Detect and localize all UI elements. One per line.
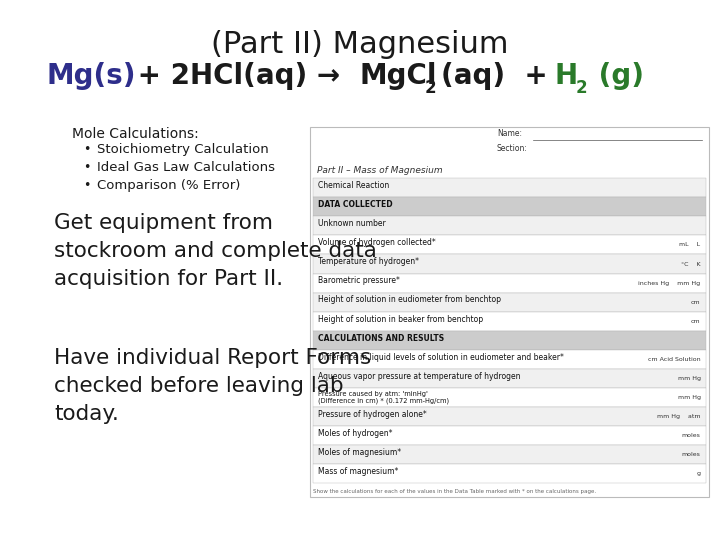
Text: 2: 2 [575, 79, 587, 97]
Text: moles: moles [682, 433, 701, 438]
Text: DATA COLLECTED: DATA COLLECTED [318, 200, 393, 209]
Text: Unknown number: Unknown number [318, 219, 386, 228]
Text: Pressure of hydrogen alone*: Pressure of hydrogen alone* [318, 410, 427, 419]
Text: Have individual Report Forms
checked before leaving lab
today.: Have individual Report Forms checked bef… [54, 348, 372, 424]
Bar [313, 445, 706, 464]
Text: mm Hg: mm Hg [678, 376, 701, 381]
Text: CALCULATIONS AND RESULTS: CALCULATIONS AND RESULTS [318, 334, 444, 342]
Text: Moles of hydrogen*: Moles of hydrogen* [318, 429, 392, 438]
Bar [313, 178, 706, 197]
Bar [313, 407, 706, 426]
Text: °C    K: °C K [681, 261, 701, 267]
Text: Volume of hydrogen collected*: Volume of hydrogen collected* [318, 238, 436, 247]
Text: + 2HCl(aq) →: + 2HCl(aq) → [128, 62, 359, 90]
Text: H: H [554, 62, 577, 90]
Bar [313, 330, 706, 350]
Text: (Part II) Magnesium: (Part II) Magnesium [211, 30, 509, 59]
Text: •: • [83, 143, 90, 156]
Bar [313, 464, 706, 483]
Text: mm Hg: mm Hg [678, 395, 701, 400]
Bar [313, 254, 706, 274]
Bar [313, 197, 706, 217]
Bar [313, 293, 706, 312]
Text: Barometric pressure*: Barometric pressure* [318, 276, 400, 286]
Text: cm Acid Solution: cm Acid Solution [648, 357, 701, 362]
Text: mm Hg    atm: mm Hg atm [657, 414, 701, 419]
Text: inches Hg    mm Hg: inches Hg mm Hg [639, 281, 701, 286]
Bar [313, 235, 706, 254]
Text: Aqueous vapor pressure at temperature of hydrogen: Aqueous vapor pressure at temperature of… [318, 372, 521, 381]
Text: Moles of magnesium*: Moles of magnesium* [318, 448, 401, 457]
Text: cm: cm [691, 300, 701, 305]
Text: Temperature of hydrogen*: Temperature of hydrogen* [318, 258, 419, 266]
Bar [313, 388, 706, 407]
Text: •: • [83, 179, 90, 192]
Text: Pressure caused by atm: 'minHg'
(Difference in cm) * (0.172 mm-Hg/cm): Pressure caused by atm: 'minHg' (Differe… [318, 391, 449, 404]
Bar [313, 274, 706, 293]
Text: Height of solution in beaker from benchtop: Height of solution in beaker from bencht… [318, 314, 483, 323]
Text: mL    L: mL L [680, 242, 701, 247]
Text: Name:: Name: [497, 129, 522, 138]
Text: Get equipment from
stockroom and complete data
acquisition for Part II.: Get equipment from stockroom and complet… [54, 213, 377, 289]
Bar [313, 217, 706, 235]
Text: g: g [696, 471, 701, 476]
Text: (aq)  +: (aq) + [441, 62, 558, 90]
Text: Mg(s): Mg(s) [47, 62, 136, 90]
Text: Section:: Section: [497, 144, 528, 153]
Text: (g): (g) [589, 62, 644, 90]
Text: Comparison (% Error): Comparison (% Error) [97, 179, 240, 192]
Text: •: • [83, 161, 90, 174]
Text: moles: moles [682, 452, 701, 457]
Bar [313, 369, 706, 388]
Text: MgCl: MgCl [360, 62, 438, 90]
Text: cm: cm [691, 319, 701, 323]
Text: Part II – Mass of Magnesium: Part II – Mass of Magnesium [317, 166, 442, 176]
Text: Chemical Reaction: Chemical Reaction [318, 181, 390, 190]
Text: Mass of magnesium*: Mass of magnesium* [318, 467, 399, 476]
Bar [313, 312, 706, 330]
Text: Stoichiometry Calculation: Stoichiometry Calculation [97, 143, 269, 156]
Bar [313, 350, 706, 369]
Text: Height of solution in eudiometer from benchtop: Height of solution in eudiometer from be… [318, 295, 501, 305]
Bar [310, 127, 709, 497]
Text: Show the calculations for each of the values in the Data Table marked with * on : Show the calculations for each of the va… [313, 489, 596, 494]
Text: Difference in liquid levels of solution in eudiometer and beaker*: Difference in liquid levels of solution … [318, 353, 564, 362]
Text: Mole Calculations:: Mole Calculations: [72, 127, 199, 141]
Text: Ideal Gas Law Calculations: Ideal Gas Law Calculations [97, 161, 275, 174]
Text: 2: 2 [425, 79, 436, 97]
Bar [313, 426, 706, 445]
